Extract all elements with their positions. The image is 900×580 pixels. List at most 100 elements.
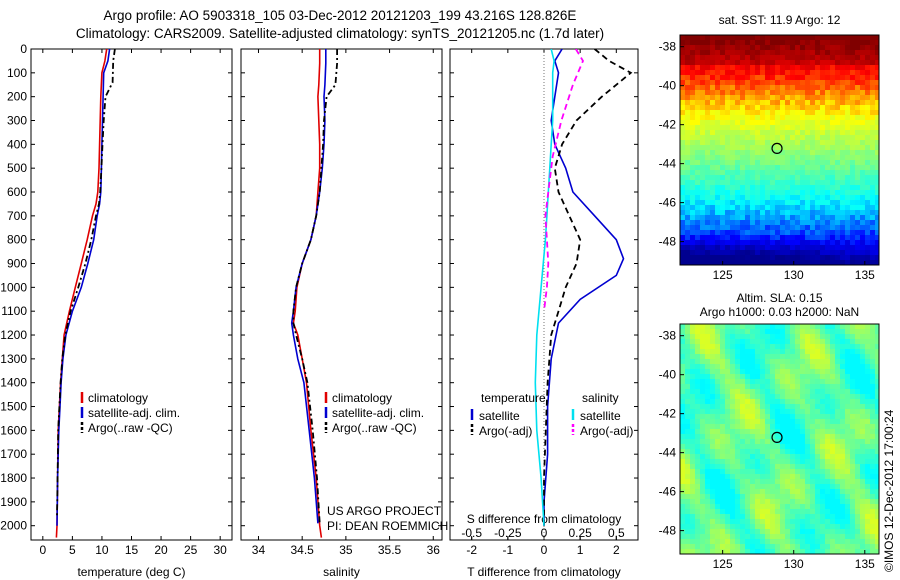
differences-xtick-label: 1 (577, 543, 584, 557)
differences-x2tick-label: -0.25 (494, 526, 522, 540)
differences-line-argo-adj- (543, 49, 585, 312)
differences-xtick-label: 0 (541, 543, 548, 557)
sst-map-frame (679, 34, 880, 266)
salinity-line-argo-raw-qc- (292, 49, 339, 524)
depth-tick-label: 900 (7, 257, 27, 271)
depth-tick-label: 1100 (1, 304, 27, 318)
figure-title-line2: Climatology: CARS2009. Satellite-adjuste… (75, 26, 605, 41)
sla-map-xtick-label: 130 (784, 557, 804, 571)
depth-tick-label: 2000 (0, 519, 27, 533)
depth-tick-label: 300 (7, 114, 27, 128)
temperature-xtick-label: 20 (154, 543, 168, 557)
depth-tick-label: 1800 (0, 471, 27, 485)
temperature-xtick-label: 30 (213, 543, 227, 557)
diff-legend-entry: satellite (580, 409, 621, 423)
diff-legend-entry: satellite (479, 409, 520, 423)
diff-legend-entry: Argo(-adj) (479, 424, 532, 438)
sst-map-ytick-label: -42 (659, 118, 677, 132)
depth-tick-label: 200 (7, 90, 27, 104)
salinity-legend-entry: Argo(..raw -QC) (332, 421, 417, 435)
sla-map-panel: 125 130 135 -38 -40 -42 -44 -46 -48 Altim. SLA: 0… (659, 291, 880, 571)
salinity-series (290, 49, 339, 538)
salinity-legend-entry: climatology (332, 391, 392, 405)
sst-map-ytick-label: -38 (659, 40, 677, 54)
temperature-line-satellite-adj-clim- (56, 49, 111, 526)
sst-map-ytick-label: -48 (659, 235, 677, 249)
sst-map-ytick-label: -46 (659, 196, 677, 210)
differences-line-argo-adj- (543, 49, 633, 526)
temperature-series (55, 49, 116, 538)
imos-timestamp: ©IMOS 12-Dec-2012 17:00:24 (882, 409, 896, 572)
differences-xtick-label: -1 (503, 543, 514, 557)
differences-x2tick-label: 0.25 (568, 526, 592, 540)
temperature-xtick-label: 0 (39, 543, 46, 557)
sla-map-ytick-label: -48 (659, 524, 677, 538)
sst-map-cells (680, 35, 880, 266)
sst-map-xtick-label: 125 (713, 268, 733, 282)
salinity-xtick-label: 34.5 (290, 543, 314, 557)
sla-map-ytick-label: -40 (659, 368, 677, 382)
sla-map-cells (680, 324, 880, 555)
depth-tick-label: 400 (7, 137, 27, 151)
sst-map-ytick-label: -44 (659, 157, 677, 171)
depth-tick-label: 100 (7, 66, 27, 80)
sla-map-xtick-label: 125 (713, 557, 733, 571)
depth-tick-label: 1900 (0, 495, 27, 509)
sst-map-panel: 125 130 135 -38 -40 -42 -44 -46 -48 sat. SST: 11.… (659, 13, 880, 282)
temperature-legend-entry: Argo(..raw -QC) (88, 421, 173, 435)
temperature-line-climatology (55, 49, 108, 538)
legend-salinity-header: salinity (582, 391, 619, 405)
depth-tick-label: 1700 (0, 447, 27, 461)
depth-tick-label: 1000 (0, 280, 27, 294)
temperature-xtick-label: 25 (184, 543, 198, 557)
difference-panel: -2 -1 0 1 2 T difference from climatology -0.5… (449, 48, 639, 579)
sst-map-ytick-label: -40 (659, 79, 677, 93)
salinity-frame (240, 48, 443, 541)
temperature-xtick-label: 10 (95, 543, 109, 557)
salinity-line-satellite-adj-clim- (290, 49, 327, 524)
sla-map-ytick-label: -38 (659, 329, 677, 343)
temperature-xtick-label: 15 (125, 543, 139, 557)
differences-x2tick-label: 0.5 (608, 526, 625, 540)
salinity-xtick-label: 36 (427, 543, 441, 557)
differences-xtick-label: 2 (613, 543, 620, 557)
differences-x2tick-label: -0.5 (461, 526, 482, 540)
argo-float-marker (771, 142, 783, 154)
depth-tick-label: 700 (7, 209, 27, 223)
temperature-xlabel: temperature (deg C) (77, 565, 185, 579)
sla-map-ytick-label: -42 (659, 407, 677, 421)
sla-map-title: Altim. SLA: 0.15 (736, 291, 822, 305)
depth-tick-label: 500 (7, 161, 27, 175)
sst-map-title: sat. SST: 11.9 Argo: 12 (719, 13, 841, 27)
sla-map-xtick-label: 135 (855, 557, 875, 571)
temperature-panel: 0 5 10 15 20 25 300100200300400500600700800900… (0, 42, 233, 579)
sla-map-frame (679, 323, 880, 555)
legend-temperature-header: temperature (481, 391, 546, 405)
argo-float-marker (771, 431, 783, 443)
depth-tick-label: 600 (7, 185, 27, 199)
temperature-xtick-label: 5 (69, 543, 76, 557)
salinity-line-climatology (292, 49, 323, 538)
salinity-panel: 34 34.5 35 35.5 36 salinity climatologysatelli… (240, 48, 443, 579)
sst-map-xtick-label: 130 (784, 268, 804, 282)
temperature-legend-entry: climatology (88, 391, 148, 405)
salinity-xtick-label: 34 (252, 543, 266, 557)
depth-tick-label: 0 (20, 42, 27, 56)
salinity-xtick-label: 35 (339, 543, 353, 557)
differences-line-satellite (543, 49, 625, 526)
sst-map-xtick-label: 135 (855, 268, 875, 282)
depth-tick-label: 1200 (0, 328, 27, 342)
depth-tick-label: 1500 (0, 400, 27, 414)
depth-tick-label: 800 (7, 233, 27, 247)
diff-legend-entry: Argo(-adj) (580, 424, 633, 438)
salinity-xtick-label: 35.5 (378, 543, 402, 557)
depth-tick-label: 1300 (0, 352, 27, 366)
salinity-legend-entry: satellite-adj. clim. (332, 406, 424, 420)
temperature-line-argo-raw-qc- (56, 49, 116, 517)
differences-series (534, 49, 633, 526)
salinity-xlabel: salinity (323, 565, 360, 579)
depth-tick-label: 1600 (0, 423, 27, 437)
sla-map-subtitle: Argo h1000: 0.03 h2000: NaN (700, 305, 859, 319)
credit-line1: US ARGO PROJECT (327, 504, 442, 518)
